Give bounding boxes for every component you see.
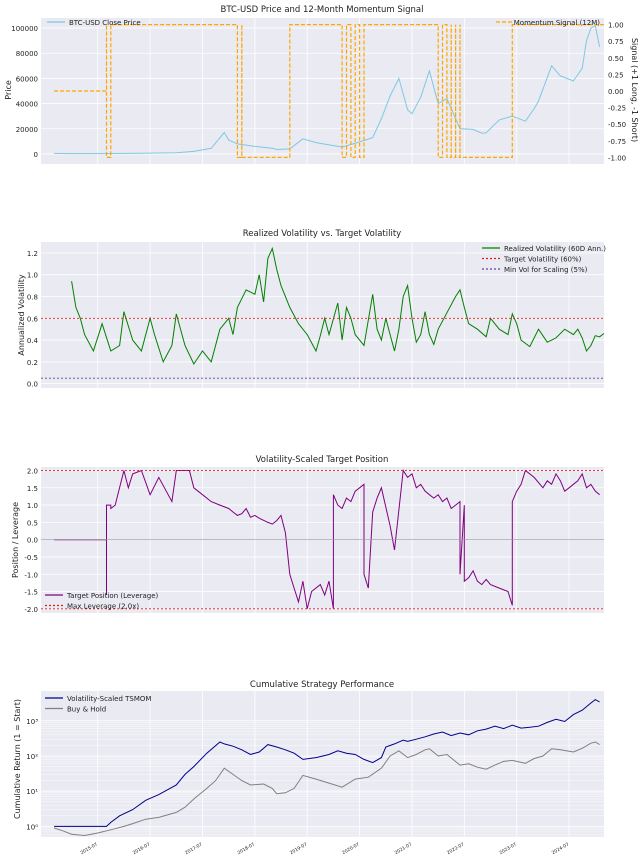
position-y-tick-label: -1.0 [24,571,38,579]
volatility-y-tick-label: 0.0 [27,381,38,389]
volatility-y-tick-label: 0.4 [27,337,39,345]
price-series-1-line [54,24,604,158]
price-plot-area [41,18,604,164]
price-y-tick-label: 80000 [16,50,38,58]
performance-plot-background [41,691,604,837]
position-y-tick-label: -2.0 [24,606,38,614]
position-y-tick-label: -0.5 [24,554,38,562]
price-right-y-tick-label: -0.75 [608,138,626,146]
volatility-plot-area [41,242,605,388]
price-series-0-line [54,24,601,155]
price-y-tick-label: 40000 [16,101,38,109]
performance-y-tick-label: 10⁰ [26,823,38,831]
price-right-y-tick-label: -0.50 [608,121,626,129]
volatility-legend-label: Target Volatility (60%) [503,256,582,264]
volatility-legend-label: Realized Volatility (60D Ann.) [504,245,606,253]
volatility-y-tick-label: 1.2 [27,250,38,258]
position-chart-y-axis-label: Position / Leverage [11,502,20,578]
position-series-0-line [54,469,600,609]
price-legend-label: BTC-USD Close Price [69,19,141,27]
volatility-y-tick-label: 0.6 [27,315,39,323]
performance-series-0-line [54,699,600,827]
price-right-y-tick-label: 0.00 [608,88,624,96]
price-legend-label: Momentum Signal (12M) [514,19,601,27]
volatility-chart-panel: Realized Volatility vs. Target Volatilit… [17,229,606,389]
performance-chart-panel: Cumulative Strategy Performance Cumulati… [13,680,604,856]
price-y-tick-label: 20000 [16,126,38,134]
position-legend-label: Target Position (Leverage) [66,592,159,600]
volatility-chart-title: Realized Volatility vs. Target Volatilit… [243,229,401,239]
price-plot-background [41,18,604,164]
position-chart-title: Volatility-Scaled Target Position [256,455,389,465]
position-chart-panel: Volatility-Scaled Target Position Positi… [11,455,604,614]
volatility-legend-label: Min Vol for Scaling (5%) [504,266,588,274]
position-y-tick-label: 2.0 [27,467,38,475]
performance-chart-y-axis-label: Cumulative Return (1 = Start) [13,699,22,819]
volatility-y-tick-label: 1.0 [27,272,38,280]
volatility-chart-y-axis-label: Annualized Volatility [17,274,26,356]
position-legend-label: Max Leverage (2.0x) [67,603,139,611]
position-y-tick-label: 0.0 [27,537,38,545]
position-y-tick-label: -1.5 [24,589,38,597]
price-right-y-tick-label: 0.75 [608,38,624,46]
performance-series-1-line [53,741,600,837]
price-chart-right-y-axis-label: Signal (+1 Long, -1 Short) [630,38,639,142]
price-right-y-tick-label: 0.50 [608,55,624,63]
price-chart-panel: BTC-USD Price and 12-Month Momentum Sign… [4,5,639,164]
performance-legend-label: Volatility-Scaled TSMOM [67,695,151,703]
position-y-tick-label: 1.0 [27,502,38,510]
performance-chart-title: Cumulative Strategy Performance [250,680,394,690]
performance-y-tick-label: 10³ [26,718,38,726]
price-y-tick-label: 60000 [16,75,38,83]
performance-legend-label: Buy & Hold [67,706,106,714]
performance-y-tick-label: 10¹ [26,788,38,796]
volatility-series-0-line [71,246,605,366]
performance-plot-area [41,691,604,838]
price-chart-title: BTC-USD Price and 12-Month Momentum Sign… [221,5,424,15]
price-chart-y-axis-label: Price [4,80,13,100]
price-y-tick-label: 0 [34,151,38,159]
price-right-y-tick-label: 1.00 [608,22,624,30]
volatility-plot-background [41,242,604,388]
performance-y-tick-label: 10² [26,753,38,761]
price-y-tick-label: 100000 [11,25,38,33]
volatility-y-tick-label: 0.8 [27,293,38,301]
volatility-y-tick-label: 0.2 [27,359,38,367]
position-plot-area [41,467,604,613]
price-right-y-tick-label: 0.25 [608,71,624,79]
position-y-tick-label: 0.5 [27,519,38,527]
position-y-tick-label: 1.5 [27,485,38,493]
price-right-y-tick-label: -1.00 [608,154,626,162]
price-right-y-tick-label: -0.25 [608,105,626,113]
